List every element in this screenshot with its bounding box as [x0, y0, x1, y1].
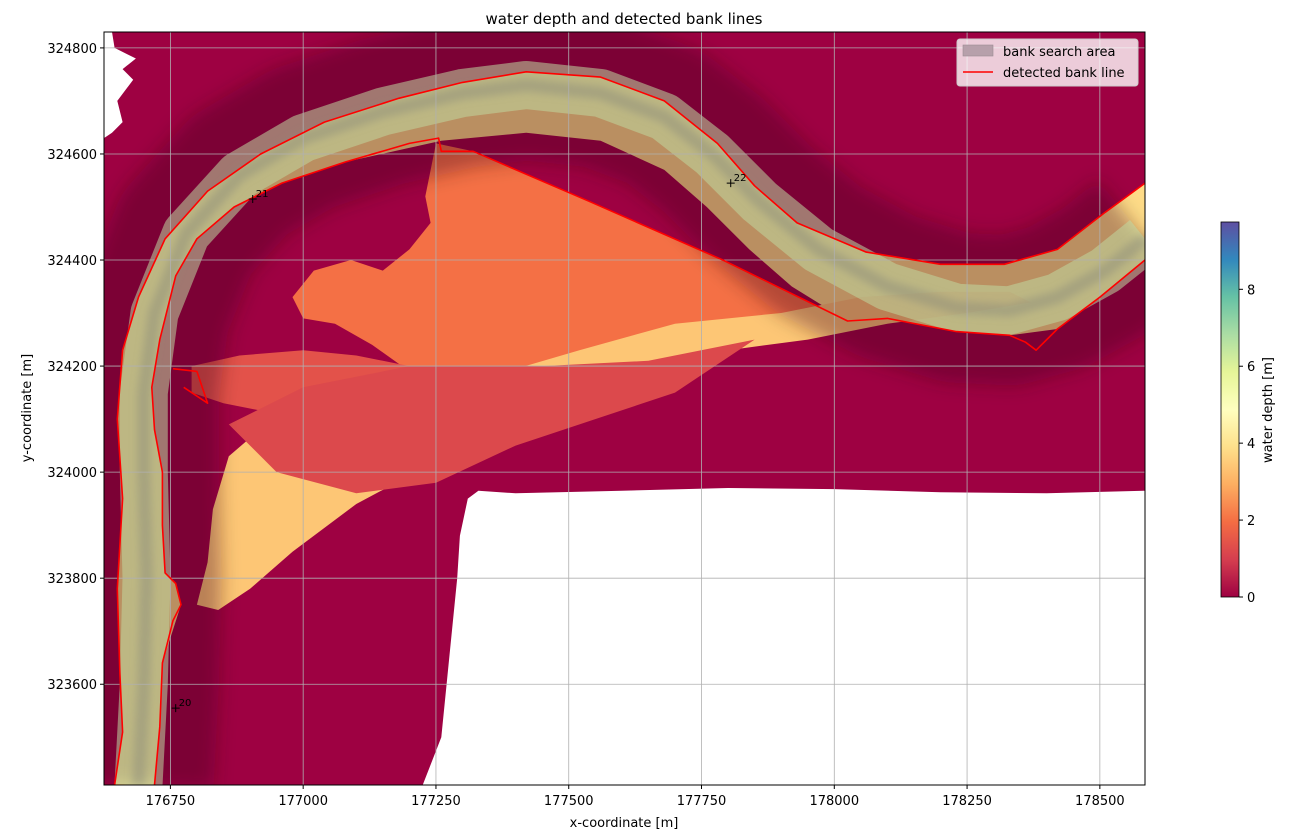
y-tick-label: 324600: [47, 148, 97, 163]
legend-patch-icon: [962, 44, 994, 57]
x-tick-label: 178500: [1075, 794, 1125, 809]
legend-label-bank: detected bank line: [1003, 66, 1125, 81]
colorbar-tick-label: 2: [1247, 514, 1255, 529]
y-tick-label: 323800: [47, 572, 97, 587]
y-tick-label: 324400: [47, 254, 97, 269]
x-axis-label: x-coordinate [m]: [570, 816, 679, 831]
x-tick-label: 177500: [544, 794, 594, 809]
x-tick-label: 177000: [278, 794, 328, 809]
km-marker: [171, 704, 180, 713]
plot-frame: [103, 31, 1146, 786]
bank-line-layer: [113, 71, 1145, 785]
colorbar-label: water depth [m]: [1261, 357, 1276, 463]
km-marker-label: 20: [179, 698, 192, 709]
colorbar-tick-label: 8: [1247, 283, 1255, 298]
colorbar-tick-label: 0: [1247, 591, 1255, 606]
no-data-region-lower-right: [422, 488, 1145, 785]
bank-line-right-bank: [151, 137, 1145, 785]
y-tick-label: 324200: [47, 360, 97, 375]
bank-search-centerline: [132, 78, 1145, 785]
km-marker: [248, 195, 257, 204]
x-axis: 176750 177000 177250 177500 177750 178000 1782…: [146, 785, 1125, 809]
colorbar-tick-label: 4: [1247, 437, 1255, 452]
plot-area: 20 21 22: [103, 31, 1146, 786]
y-tick-label: 324800: [47, 42, 97, 57]
x-tick-label: 178000: [809, 794, 859, 809]
x-tick-label: 177750: [677, 794, 727, 809]
annotation-layer: 20 21 22: [171, 173, 747, 713]
no-data-region-upper-left: [104, 32, 136, 139]
bank-line-left-bank: [113, 71, 1145, 785]
y-axis: 323600 323800 324000 324200 324400 324600 3248…: [47, 42, 104, 693]
x-tick-label: 178250: [942, 794, 992, 809]
bank-line-channel-loop: [172, 367, 209, 405]
legend: bank search area detected bank line: [956, 38, 1139, 87]
legend-label-search: bank search area: [1003, 45, 1115, 60]
search-area-layer: [104, 32, 1145, 785]
blank-layer: [104, 32, 1145, 785]
chart-title: water depth and detected bank lines: [486, 10, 763, 28]
y-tick-label: 323600: [47, 678, 97, 693]
km-marker-label: 21: [256, 189, 269, 200]
legend-box: [956, 38, 1139, 87]
x-tick-label: 176750: [146, 794, 196, 809]
colorbar-gradient: [1220, 221, 1240, 598]
colorbar: 0 2 4 6 8 water depth [m]: [1220, 221, 1276, 606]
depth-region-mid-floodplain: [228, 339, 755, 494]
colorbar-tick-label: 6: [1247, 360, 1255, 375]
depth-layer: [114, 71, 1145, 785]
km-marker-label: 22: [734, 173, 747, 184]
x-tick-label: 177250: [411, 794, 461, 809]
colorbar-ticks: 0 2 4 6 8: [1239, 283, 1255, 606]
y-axis-label: y-coordinate [m]: [20, 354, 35, 462]
km-marker: [726, 179, 735, 188]
y-tick-label: 324000: [47, 466, 97, 481]
